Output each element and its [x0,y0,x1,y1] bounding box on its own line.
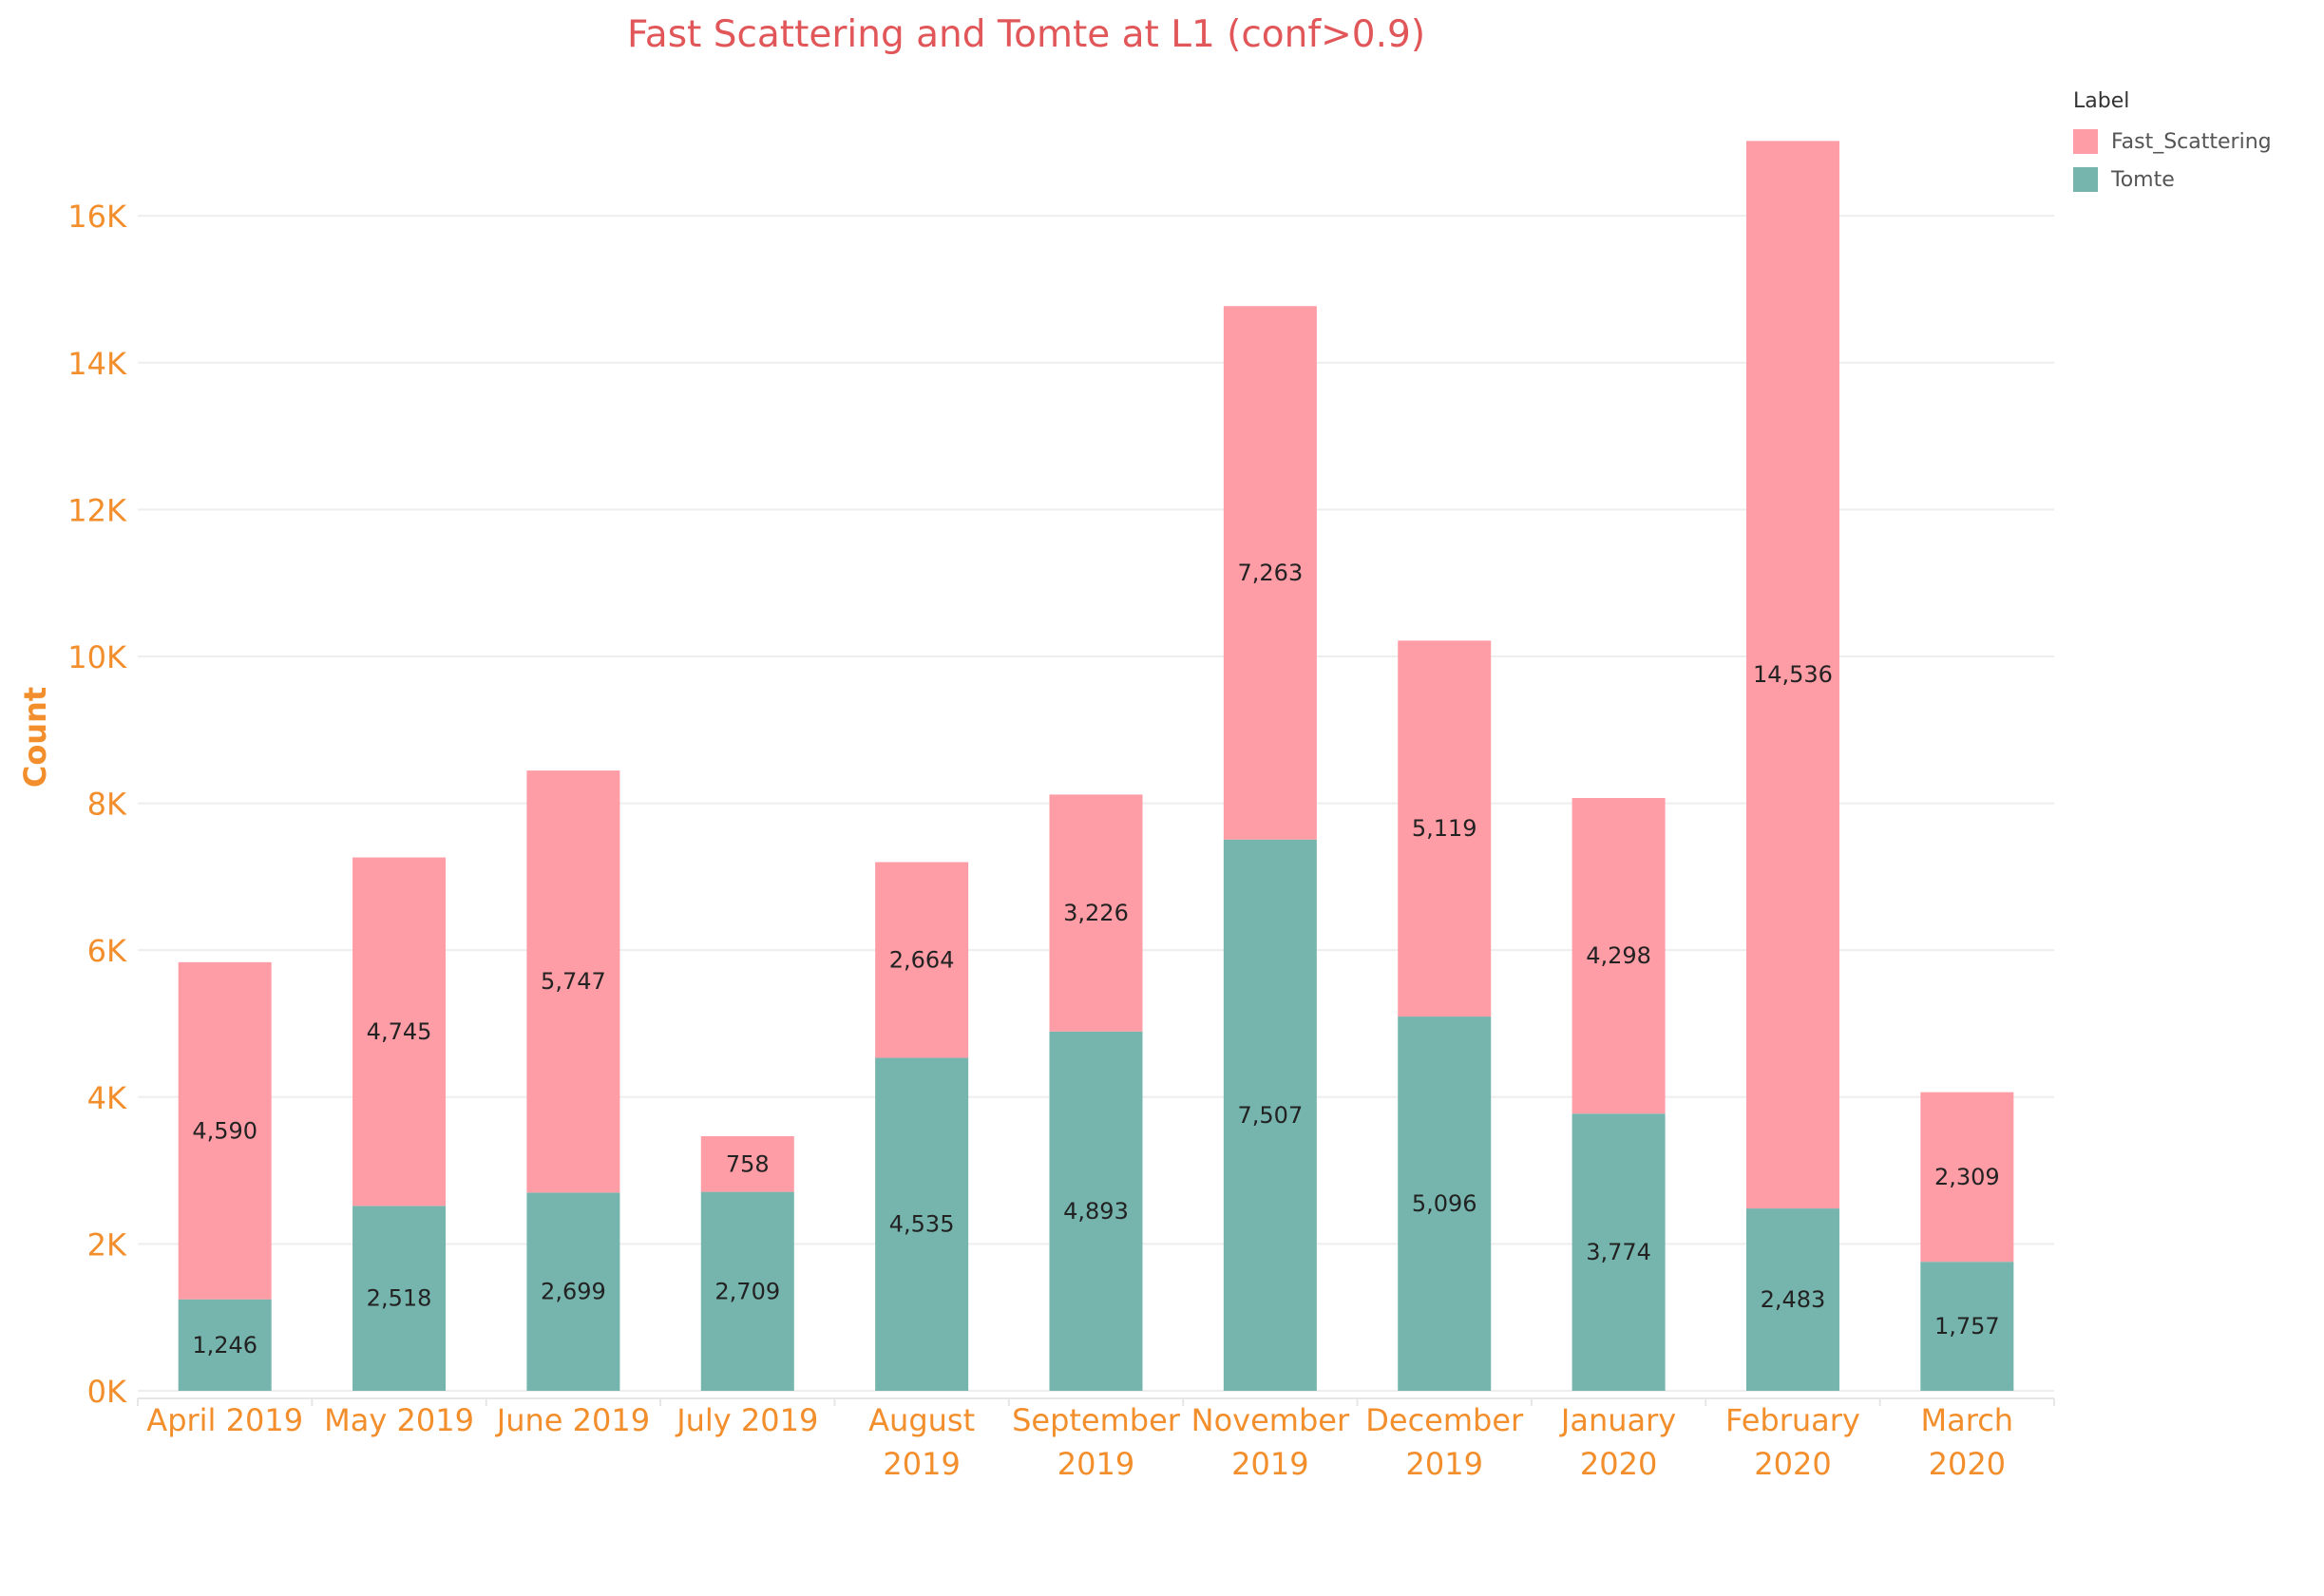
data-label-fast-scattering: 3,226 [1063,900,1129,926]
bar-fast-scattering [526,770,620,1193]
data-label-fast-scattering: 4,745 [367,1018,432,1045]
bar-tomte [1223,839,1317,1391]
x-tick-label: 2019 [1406,1446,1483,1482]
bar-fast-scattering [1920,1092,2014,1263]
legend: Label Fast_Scattering Tomte [2073,89,2272,199]
data-label-tomte: 5,096 [1412,1190,1477,1217]
data-label-fast-scattering: 758 [726,1150,770,1177]
legend-swatch [2073,167,2098,192]
y-tick-label: 12K [67,492,127,528]
x-tick-label: December [1365,1402,1524,1438]
bar-tomte [875,1057,969,1391]
data-label-fast-scattering: 14,536 [1753,661,1833,688]
x-tick-label: 2020 [1754,1446,1831,1482]
y-tick-label: 0K [87,1374,127,1410]
y-tick-label: 16K [67,199,127,235]
data-label-fast-scattering: 5,119 [1412,815,1477,842]
bar-fast-scattering [875,862,969,1058]
bar-tomte [1049,1031,1143,1391]
data-label-tomte: 1,757 [1934,1313,2000,1340]
x-tick-label: May 2019 [324,1402,474,1438]
data-label-fast-scattering: 4,298 [1586,942,1651,969]
bar-fast-scattering [1223,306,1317,840]
x-tick-label: September [1012,1402,1181,1438]
data-label-tomte: 4,893 [1063,1198,1129,1225]
x-tick-label: 2019 [1057,1446,1134,1482]
y-tick-label: 4K [87,1080,127,1116]
bar-tomte [1398,1016,1492,1391]
data-label-tomte: 4,535 [889,1211,955,1238]
x-tick-label: February [1725,1402,1860,1438]
x-tick-label: April 2019 [146,1402,303,1438]
data-label-fast-scattering: 4,590 [192,1117,257,1144]
bar-tomte [178,1299,272,1391]
data-label-fast-scattering: 5,747 [541,968,606,995]
bar-fast-scattering [1398,640,1492,1017]
data-label-tomte: 2,483 [1761,1286,1826,1313]
data-label-tomte: 2,699 [541,1279,606,1305]
x-tick-label: November [1191,1402,1350,1438]
y-tick-label: 6K [87,933,127,969]
bar-fast-scattering [1745,141,1839,1209]
legend-swatch [2073,129,2098,154]
bar-tomte [1920,1262,2014,1391]
bar-tomte [526,1192,620,1391]
x-tick-label: August [868,1402,975,1438]
bar-fast-scattering [352,857,447,1206]
x-tick-label: January [1559,1402,1676,1438]
data-label-tomte: 3,774 [1586,1239,1651,1265]
bar-fast-scattering [1572,798,1666,1114]
data-label-tomte: 2,709 [714,1278,780,1304]
x-tick-label: June 2019 [495,1402,650,1438]
bar-fast-scattering [178,961,272,1300]
data-label-tomte: 2,518 [367,1285,432,1312]
y-tick-label: 2K [87,1226,127,1263]
x-tick-label: 2019 [883,1446,960,1482]
data-label-fast-scattering: 2,664 [889,946,955,973]
x-tick-label: March [1921,1402,2014,1438]
data-label-fast-scattering: 7,263 [1238,560,1304,586]
x-tick-label: 2019 [1231,1446,1308,1482]
bar-fast-scattering [700,1135,794,1192]
data-label-fast-scattering: 2,309 [1934,1164,2000,1190]
bar-tomte [1745,1208,1839,1391]
x-tick-label: 2020 [1580,1446,1657,1482]
y-tick-label: 8K [87,787,127,823]
bar-tomte [352,1206,447,1391]
bar-tomte [700,1191,794,1391]
legend-label: Fast_Scattering [2111,129,2272,154]
y-axis-title: Count [17,687,53,788]
data-label-tomte: 7,507 [1238,1102,1304,1129]
chart-title: Fast Scattering and Tomte at L1 (conf>0.… [626,13,1426,56]
data-label-tomte: 1,246 [192,1332,257,1358]
x-tick-label: 2020 [1929,1446,2006,1482]
legend-item[interactable]: Fast_Scattering [2073,123,2272,161]
bar-tomte [1572,1113,1666,1391]
bar-fast-scattering [1049,794,1143,1032]
legend-items: Fast_Scattering Tomte [2073,123,2272,199]
legend-item[interactable]: Tomte [2073,161,2272,199]
legend-label: Tomte [2111,167,2175,192]
legend-title: Label [2073,89,2130,113]
x-tick-label: July 2019 [675,1402,818,1438]
y-tick-label: 14K [67,346,127,382]
y-tick-label: 10K [67,639,127,675]
